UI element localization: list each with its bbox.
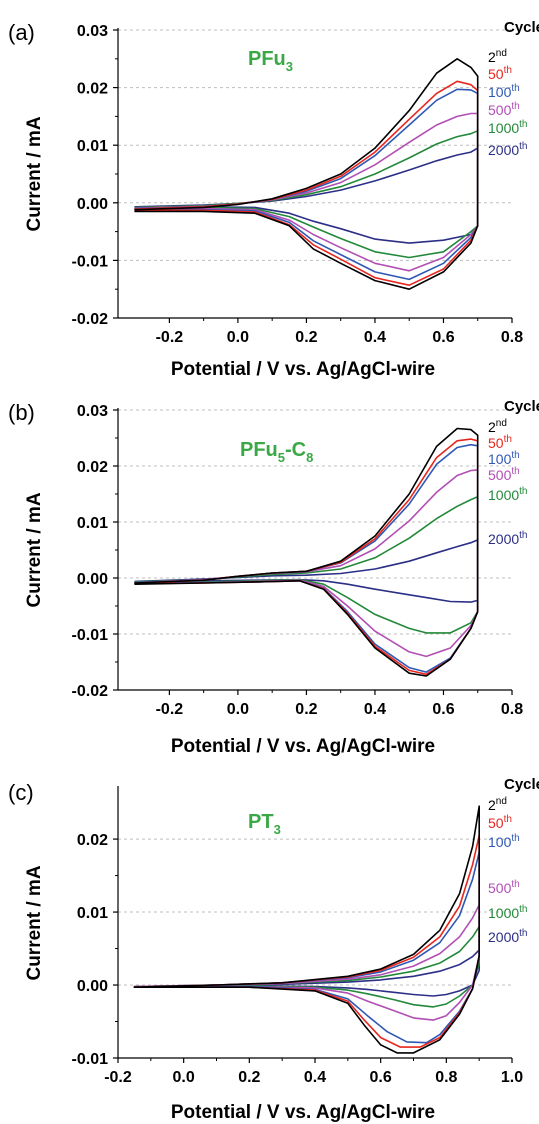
y-tick-label: -0.01	[72, 253, 109, 270]
legend-entry-1000th: 1000th	[488, 119, 528, 136]
series-line-2000th	[134, 147, 479, 244]
legend-entry-50th: 50th	[488, 814, 512, 831]
x-tick-label: 0.2	[295, 701, 317, 718]
x-tick-label: 0.2	[295, 329, 317, 346]
legend-entry-2nd: 2nd	[488, 418, 507, 435]
x-tick-label: 1.0	[501, 1069, 523, 1086]
legend-entry-100th: 100th	[488, 450, 520, 467]
legend-entry-500th: 500th	[488, 879, 520, 896]
legend-entry-2000th: 2000th	[488, 928, 528, 945]
y-tick-label: 0.01	[77, 905, 108, 922]
legend-entry-100th: 100th	[488, 83, 520, 100]
series-line-100th	[134, 88, 479, 281]
x-tick-label: 0.8	[435, 1069, 457, 1086]
y-tick-label: 0.03	[77, 403, 108, 420]
y-tick-label: 0.00	[77, 978, 108, 995]
legend-entry-500th: 500th	[488, 101, 520, 118]
legend-entry-2nd: 2nd	[488, 48, 507, 65]
y-tick-label: -0.02	[72, 311, 109, 328]
x-tick-label: 0.6	[432, 701, 454, 718]
y-tick-label: 0.02	[77, 459, 108, 476]
x-axis-title: Potential / V vs. Ag/AgCl-wire	[171, 1102, 435, 1123]
legend-entry-2nd: 2nd	[488, 796, 507, 813]
legend-entry-100th: 100th	[488, 833, 520, 850]
y-tick-label: 0.03	[77, 23, 108, 40]
x-axis-title: Potential / V vs. Ag/AgCl-wire	[171, 736, 435, 757]
polymer-label: PFu3	[248, 48, 293, 74]
polymer-label: PT3	[248, 811, 281, 837]
x-tick-label: 0.4	[304, 1069, 326, 1086]
series-line-100th	[134, 443, 479, 673]
legend-entry-1000th: 1000th	[488, 904, 528, 921]
panel-b: (b) -0.02 -0.01 0.00 0.01 0.02 0.03 -0.2 0.0 0.2 0…	[8, 398, 539, 757]
y-tick-label: 0.01	[77, 138, 108, 155]
polymer-label: PFu5-C8	[240, 439, 313, 465]
y-tick-label: -0.01	[72, 627, 109, 644]
y-tick-label: 0.02	[77, 81, 108, 98]
panel-label: (a)	[8, 20, 35, 45]
y-tick-label: 0.01	[77, 515, 108, 532]
x-tick-label: 0.0	[173, 1069, 195, 1086]
legend-entry-500th: 500th	[488, 466, 520, 483]
y-tick-label: 0.02	[77, 832, 108, 849]
series-line-2nd	[133, 805, 480, 1054]
x-tick-label: 0.2	[238, 1069, 260, 1086]
legend-entry-50th: 50th	[488, 65, 512, 82]
series-line-500th	[134, 469, 479, 658]
x-tick-label: 0.4	[364, 329, 386, 346]
panel-label: (c)	[8, 780, 34, 805]
x-axis-title: Potential / V vs. Ag/AgCl-wire	[171, 359, 435, 380]
y-tick-label: 0.00	[77, 571, 108, 588]
series-line-500th	[133, 904, 480, 1021]
y-tick-label: 0.00	[77, 196, 108, 213]
x-tick-label: -0.2	[156, 701, 184, 718]
legend-entry-1000th: 1000th	[488, 486, 528, 503]
series-line-500th	[134, 112, 479, 272]
x-tick-label: 0.8	[501, 329, 523, 346]
series-line-1000th	[134, 496, 479, 634]
x-tick-label: 0.6	[370, 1069, 392, 1086]
series-line-2000th	[133, 949, 480, 997]
y-axis-title: Current / mA	[24, 116, 45, 231]
x-tick-label: 0.4	[364, 701, 386, 718]
panel-label: (b)	[8, 400, 35, 425]
panel-c: (c) -0.01 0.00 0.01 0.02 -0.2 0.0 0.2 0.4 0.6 0.8 1…	[8, 776, 539, 1123]
y-tick-label: -0.01	[72, 1051, 109, 1068]
y-axis-title: Current / mA	[24, 865, 45, 980]
legend-entry-50th: 50th	[488, 434, 512, 451]
legend-title: Cycle	[504, 776, 539, 793]
x-tick-label: 0.0	[227, 329, 249, 346]
legend-entry-2000th: 2000th	[488, 141, 528, 158]
legend-entry-2000th: 2000th	[488, 530, 528, 547]
x-tick-label: -0.2	[156, 329, 184, 346]
x-tick-label: 0.0	[227, 701, 249, 718]
legend-title: Cycle	[504, 19, 539, 36]
y-axis-title: Current / mA	[24, 492, 45, 607]
panel-a: (a) -0.02 -0.01 0.00 0.01 0.02 0.03 -0.2 0.0 0.2 0…	[8, 19, 539, 380]
series-line-2nd	[134, 58, 479, 290]
legend-title: Cycle	[504, 398, 539, 415]
series-line-2nd	[134, 427, 479, 677]
x-tick-label: 0.6	[432, 329, 454, 346]
x-tick-label: -0.2	[104, 1069, 132, 1086]
y-tick-label: -0.02	[72, 683, 109, 700]
x-tick-label: 0.8	[501, 701, 523, 718]
